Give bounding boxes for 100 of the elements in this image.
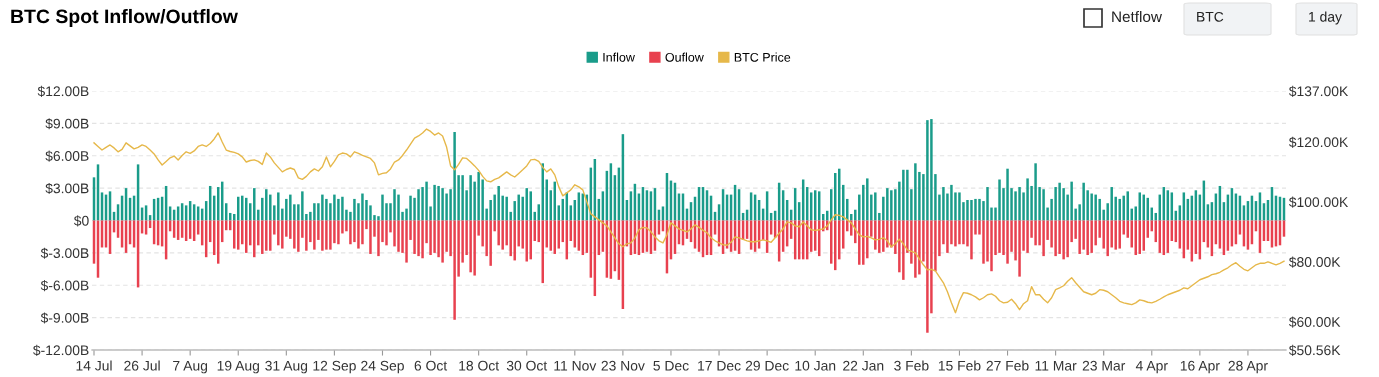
bar xyxy=(1114,220,1117,250)
bar xyxy=(958,220,961,245)
bar xyxy=(970,220,973,260)
bar xyxy=(353,198,356,221)
x-tick-label: 31 Aug xyxy=(265,360,308,374)
bar xyxy=(1018,187,1021,221)
bar xyxy=(986,187,989,221)
bar xyxy=(377,220,380,257)
bar xyxy=(1034,220,1037,246)
bar xyxy=(842,220,845,249)
x-tick-label: 5 Dec xyxy=(653,360,689,371)
bar xyxy=(970,200,973,221)
y2-tick-label: $50.56K xyxy=(1288,344,1341,356)
bar xyxy=(333,194,336,221)
bar xyxy=(902,220,905,280)
x-tick-label: 22 Jan xyxy=(843,360,884,371)
y2-tick-label: $60.00K xyxy=(1288,316,1341,328)
x-tick-label: 11 Nov xyxy=(554,360,597,371)
bar xyxy=(1054,220,1057,257)
text: 1 day xyxy=(1309,11,1342,25)
chart-title: BTC Spot Inflow/Outflow xyxy=(11,8,238,28)
bar xyxy=(886,220,889,248)
bar xyxy=(1090,193,1093,221)
bar xyxy=(1006,168,1009,221)
bar xyxy=(497,220,500,246)
legend-label: BTC Price xyxy=(734,52,791,62)
bar xyxy=(325,198,328,221)
bar xyxy=(337,220,340,245)
x-tick-label: 23 Mar xyxy=(1082,360,1126,371)
bar xyxy=(842,184,845,221)
bar xyxy=(477,171,480,221)
bar xyxy=(1106,220,1109,257)
text: Netflow xyxy=(1112,10,1162,23)
bar xyxy=(313,203,316,221)
bar xyxy=(962,220,965,245)
bar xyxy=(381,194,384,221)
bar xyxy=(421,220,424,259)
bar xyxy=(1014,191,1017,221)
x-tick-label: 23 Nov xyxy=(601,360,645,371)
bar xyxy=(441,220,444,263)
bar xyxy=(429,220,432,256)
bar xyxy=(966,200,969,221)
y-tick-label: $12.00B xyxy=(37,85,89,97)
y2-tick-label: $137.00K xyxy=(1288,85,1349,97)
bar xyxy=(866,178,869,221)
bar xyxy=(509,220,512,257)
bar xyxy=(1118,198,1121,221)
bar xyxy=(473,220,476,276)
bar xyxy=(878,220,881,253)
bar xyxy=(930,119,933,221)
bar xyxy=(305,220,308,251)
bar xyxy=(1110,187,1113,221)
bar xyxy=(882,220,885,252)
bar xyxy=(453,220,456,320)
y-tick-label: $6.00B xyxy=(45,150,89,162)
x-tick-label: 18 Oct xyxy=(459,360,499,371)
x-tick-label: 28 Apr xyxy=(1228,360,1268,374)
bar xyxy=(337,198,340,221)
bar xyxy=(890,190,893,221)
y-tick-label: $-6.00B xyxy=(40,280,89,292)
bar xyxy=(998,220,1001,253)
bar xyxy=(529,191,532,221)
bar xyxy=(517,194,520,221)
bar xyxy=(1070,181,1073,221)
bar xyxy=(1054,187,1057,221)
bar xyxy=(525,220,528,262)
bar xyxy=(245,220,248,253)
y-tick-label: $9.00B xyxy=(45,118,89,130)
bar xyxy=(425,181,428,221)
bar xyxy=(914,220,917,278)
bar xyxy=(501,220,504,250)
bar xyxy=(253,188,256,221)
bar xyxy=(906,169,909,221)
x-tick-label: 6 Oct xyxy=(414,360,448,371)
bar xyxy=(277,192,280,221)
bar xyxy=(1098,198,1101,221)
x-tick-label: 27 Feb xyxy=(986,360,1029,371)
x-tick-label: 24 Sep xyxy=(361,360,404,374)
bar xyxy=(297,220,300,252)
x-tick-label: 4 Apr xyxy=(1135,360,1168,374)
bar xyxy=(954,220,957,247)
bar xyxy=(253,220,256,258)
bar xyxy=(469,220,472,273)
bar xyxy=(886,188,889,221)
bar xyxy=(385,220,388,246)
bar xyxy=(417,189,420,221)
bar xyxy=(1042,189,1045,221)
bar xyxy=(926,220,929,333)
bar xyxy=(265,220,268,251)
bar xyxy=(293,220,296,249)
bar xyxy=(1026,178,1029,221)
bar xyxy=(1066,220,1069,258)
bar xyxy=(329,220,332,250)
x-tick-label: 12 Sep xyxy=(313,360,356,374)
y-tick-label: $3.00B xyxy=(45,182,89,195)
bar xyxy=(902,169,905,221)
bar xyxy=(417,220,420,257)
bar xyxy=(281,220,284,249)
x-tick-label: 26 Jul xyxy=(124,360,160,371)
y2-tick-label: $80.00K xyxy=(1288,256,1341,268)
